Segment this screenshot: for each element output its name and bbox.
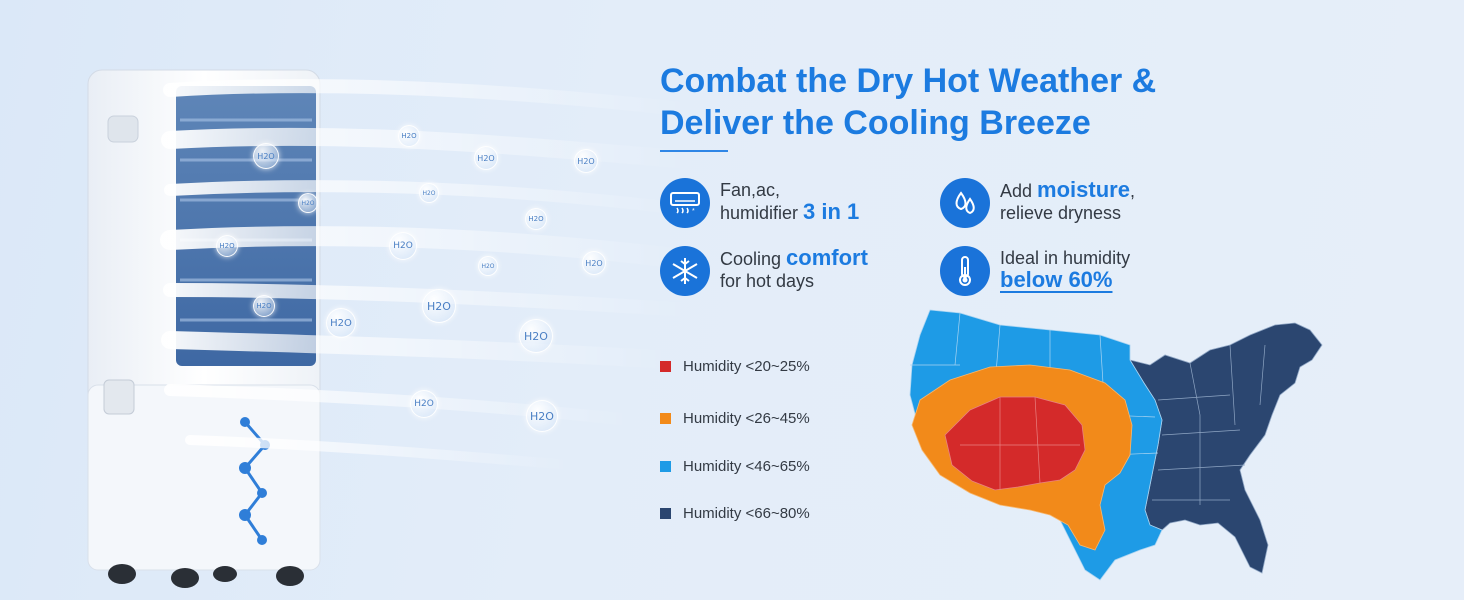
h2o-bubble: H2O (474, 146, 498, 170)
air-conditioner-icon: * (660, 178, 710, 228)
map-region-20-25 (944, 396, 1086, 491)
h2o-bubble: H2O (525, 208, 547, 230)
feature-3-pre: Cooling (720, 249, 787, 269)
h2o-bubble: H2O (253, 295, 275, 317)
feature-3-in-1: * Fan,ac, humidifier 3 in 1 (660, 178, 859, 228)
feature-humidity: Ideal in humidity below 60% (940, 246, 1130, 296)
feature-3-highlight: comfort (786, 245, 868, 270)
h2o-bubble: H2O (389, 232, 417, 260)
h2o-bubble: H2O (326, 308, 356, 338)
h2o-bubble: H2O (574, 149, 598, 173)
headline-line-1: Combat the Dry Hot Weather & (660, 62, 1157, 100)
h2o-bubble: H2O (216, 235, 238, 257)
h2o-bubble: H2O (253, 143, 279, 169)
water-drops-icon (940, 178, 990, 228)
headline: Combat the Dry Hot Weather & Deliver the… (660, 60, 1300, 144)
h2o-bubble: H2O (478, 256, 498, 276)
feature-2-post: , (1129, 181, 1135, 201)
feature-comfort: Cooling comfort for hot days (660, 246, 868, 296)
h2o-bubble: H2O (398, 125, 420, 147)
h2o-bubble: H2O (298, 193, 318, 213)
legend-item: Humidity <66~80% (660, 505, 810, 522)
h2o-bubble: H2O (519, 319, 553, 353)
legend-item: Humidity <26~45% (660, 410, 810, 427)
legend-item: Humidity <46~65% (660, 458, 810, 475)
feature-2-line-2: relieve dryness (1000, 203, 1122, 223)
legend-label: Humidity <46~65% (683, 458, 810, 475)
h2o-bubble: H2O (410, 390, 438, 418)
legend-label: Humidity <26~45% (683, 410, 810, 427)
legend-label: Humidity <66~80% (683, 505, 810, 522)
feature-2-highlight: moisture (1037, 177, 1130, 202)
legend-swatch (660, 461, 671, 472)
feature-1-line-2: humidifier (720, 203, 804, 223)
legend-swatch (660, 413, 671, 424)
h2o-bubble: H2O (526, 400, 558, 432)
breeze-streaks (160, 79, 700, 470)
h2o-bubble: H2O (419, 183, 439, 203)
headline-line-2: Deliver the Cooling Breeze (660, 104, 1091, 142)
headline-underline (660, 150, 728, 152)
feature-3-line-2: for hot days (720, 271, 815, 291)
feature-moisture: Add moisture, relieve dryness (940, 178, 1135, 228)
feature-1-line-1: Fan,ac, (720, 180, 781, 200)
legend-swatch (660, 361, 671, 372)
feature-1-highlight: 3 in 1 (803, 199, 860, 224)
feature-4-highlight: below 60% (1000, 267, 1113, 292)
snowflake-icon (660, 246, 710, 296)
legend-swatch (660, 508, 671, 519)
h2o-bubble: H2O (582, 251, 606, 275)
h2o-bubble: H2O (422, 289, 456, 323)
svg-text:*: * (692, 208, 695, 214)
feature-2-pre: Add (1000, 181, 1038, 201)
legend-item: Humidity <20~25% (660, 358, 810, 375)
us-humidity-map (909, 309, 1323, 581)
legend-label: Humidity <20~25% (683, 358, 810, 375)
feature-4-line-1: Ideal in humidity (1000, 248, 1131, 268)
thermometer-icon (940, 246, 990, 296)
